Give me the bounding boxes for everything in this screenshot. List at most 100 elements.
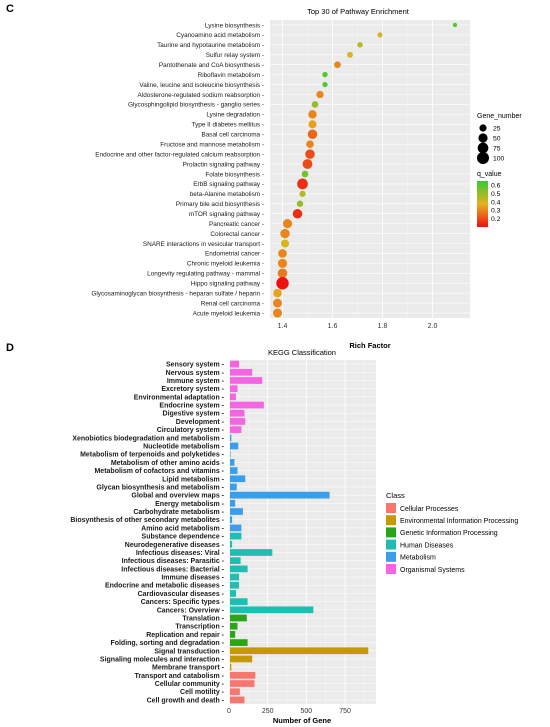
chart-b-x-axis-label: Number of Gene <box>273 716 331 725</box>
q-value-colorbar <box>477 181 488 227</box>
category-label: Endometrial cancer - <box>205 251 264 258</box>
category-label: Aldosterone-regulated sodium reabsorptio… <box>138 92 264 99</box>
category-label: Chronic myeloid leukemia - <box>187 261 264 268</box>
category-label: Amino acid metabolism - <box>141 525 225 532</box>
enrichment-point <box>306 140 314 148</box>
bar <box>230 418 246 425</box>
panel-b-letter: D <box>6 342 14 354</box>
bar <box>230 442 239 450</box>
enrichment-point <box>277 268 288 279</box>
bar <box>230 426 242 433</box>
bar <box>230 524 242 532</box>
size-legend-label: 50 <box>493 136 501 143</box>
category-label: Biosynthesis of other secondary metaboli… <box>70 517 224 524</box>
class-legend-title: Class <box>386 491 405 500</box>
x-tick-label: 750 <box>339 708 351 715</box>
legend-swatch <box>386 564 396 574</box>
category-label: Endocrine system - <box>159 403 224 410</box>
category-label: Lysine degradation - <box>206 112 264 119</box>
bar <box>230 622 238 630</box>
bar <box>230 614 247 622</box>
enrichment-point <box>280 239 290 248</box>
gene-number-legend: Gene_number 25 50 75 100 <box>477 113 522 164</box>
category-label: Folate biosynthesis - <box>205 171 264 178</box>
category-label: Infectious diseases: Parasitic - <box>122 558 225 565</box>
enrichment-point <box>322 81 328 88</box>
enrichment-point <box>322 71 328 78</box>
category-label: Metabolism of terpenoids and polyketides… <box>80 452 225 459</box>
category-label: Replication and repair - <box>146 632 224 639</box>
category-label: Infectious diseases: Bacterial - <box>121 566 224 573</box>
category-label: Neurodegenerative diseases - <box>125 542 225 549</box>
category-label: Nervous system - <box>166 370 225 377</box>
category-label: Environmental adaptation - <box>134 394 225 401</box>
legend-swatch <box>386 551 396 562</box>
enrichment-point <box>307 129 318 139</box>
bar <box>230 450 231 458</box>
gene-number-legend-title: Gene_number <box>477 113 522 120</box>
x-tick-label: 1.6 <box>328 323 338 330</box>
category-label: Sulfur relay system - <box>206 52 264 59</box>
enrichment-point <box>297 178 308 190</box>
bar <box>230 671 256 679</box>
bar <box>230 590 236 597</box>
category-label: Immune diseases - <box>161 575 224 582</box>
category-label: Prolactin signaling pathway - <box>183 161 264 168</box>
q-value-tick-label: 0.2 <box>491 216 501 223</box>
category-label: Glycosaminoglycan biosynthesis - heparan… <box>91 290 264 297</box>
category-label: Membrane transport - <box>152 665 225 672</box>
legend-label: Environmental Information Processing <box>400 518 518 525</box>
category-label: Signal transduction - <box>154 648 224 655</box>
category-label: Longevity regulating pathway - mammal - <box>147 271 264 278</box>
bar <box>230 696 245 704</box>
legend-label: Metabolism <box>400 555 436 562</box>
enrichment-point <box>273 298 282 308</box>
category-label: Riboflavin metabolism - <box>198 72 264 79</box>
bar <box>230 467 238 474</box>
enrichment-point <box>316 90 324 99</box>
enrichment-point <box>282 219 293 229</box>
chart-b-category-labels: Sensory system -Nervous system -Immune s… <box>70 362 224 705</box>
category-label: Circulatory system - <box>157 427 225 434</box>
category-label: Carbohydrate metabolism - <box>133 509 224 516</box>
bar <box>230 377 263 384</box>
q-value-tick-label: 0.3 <box>491 208 501 215</box>
chart-a-category-labels: Lysine biosynthesis - Cyanoamino acid met… <box>91 22 264 317</box>
enrichment-point <box>347 51 353 58</box>
category-label: Cancers: Overview - <box>157 607 225 614</box>
bar <box>230 655 253 663</box>
x-tick-label: 500 <box>301 708 313 715</box>
bar <box>230 459 235 466</box>
enrichment-point <box>301 170 309 178</box>
category-label: Cancers: Specific types - <box>141 599 225 606</box>
enrichment-point <box>278 249 287 258</box>
gene-number-legend-items: 25 50 75 100 <box>477 124 505 164</box>
category-label: Pancreatic cancer - <box>209 221 264 228</box>
category-label: Colorectal cancer - <box>210 231 264 238</box>
bar <box>230 606 314 614</box>
category-label: beta-Alanine metabolism - <box>190 191 264 198</box>
enrichment-point <box>334 61 341 69</box>
category-label: Glycosphingolipid biosynthesis - ganglio… <box>128 102 264 109</box>
category-label: Endocrine and other factor-regulated cal… <box>95 151 264 158</box>
bar <box>230 688 240 696</box>
class-legend: Class Cellular Processes Environmental In… <box>386 491 518 574</box>
x-tick-label: 2.0 <box>428 323 438 330</box>
enrichment-point <box>273 288 282 298</box>
category-label: Metabolism of other amino acids - <box>111 460 225 467</box>
x-tick-label: 250 <box>262 708 274 715</box>
q-value-legend: q_value 0.60.50.4 0.30.2 <box>477 171 502 227</box>
enrichment-point <box>357 42 363 48</box>
bar <box>230 393 236 401</box>
bar <box>230 557 241 565</box>
category-label: Development - <box>176 419 225 426</box>
legend-swatch <box>386 527 396 538</box>
category-label: Signaling molecules and interaction - <box>100 656 225 663</box>
pathway-enrichment-chart: Top 30 of Pathway Enrichment Lysine bios… <box>91 7 522 350</box>
bar <box>230 483 237 491</box>
category-label: Fructose and mannose metabolism - <box>160 141 264 148</box>
bar <box>230 565 248 573</box>
category-label: Infectious diseases: Viral - <box>136 550 225 557</box>
category-label: Nucleotide metabolism - <box>143 444 225 451</box>
q-value-legend-title: q_value <box>477 171 502 178</box>
